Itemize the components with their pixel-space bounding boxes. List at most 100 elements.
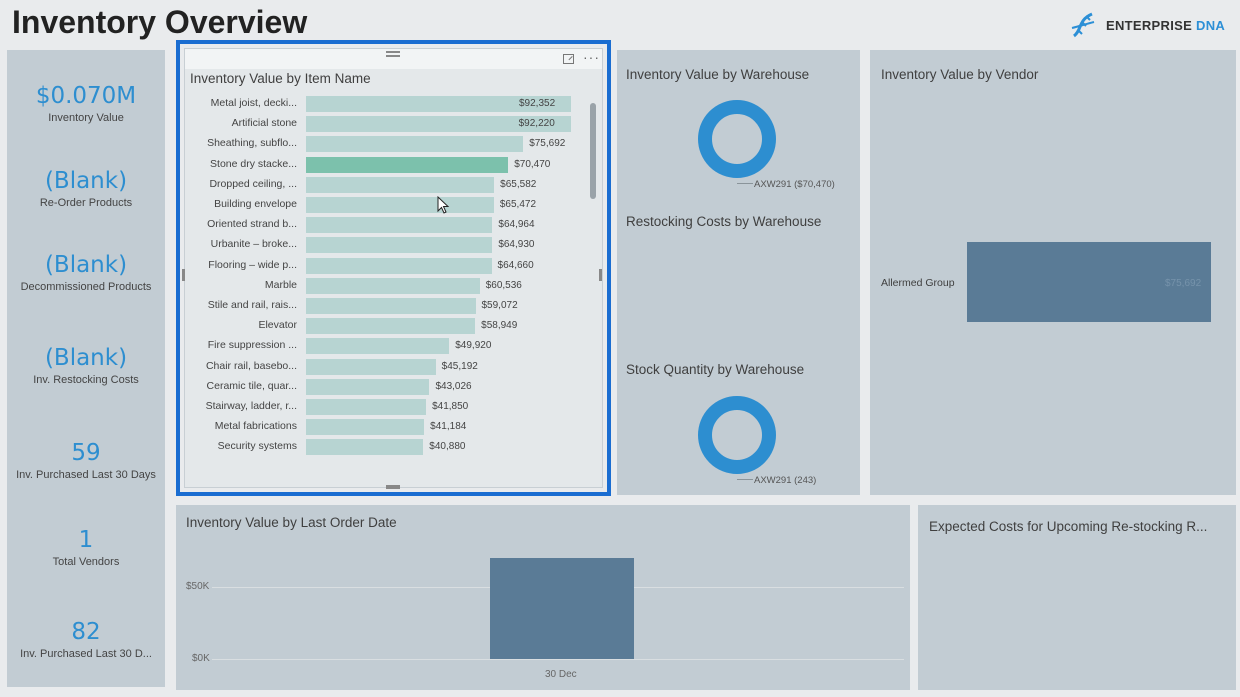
bar-category-label: Marble [264, 278, 297, 291]
x-tick-label: 30 Dec [545, 669, 577, 680]
bar-row[interactable]: Urbanite – broke... $64,930 [189, 236, 589, 254]
dna-helix-icon [1071, 12, 1095, 38]
bar[interactable] [306, 277, 480, 294]
bar-category-label: Elevator [258, 319, 297, 332]
more-options-icon[interactable]: ··· [583, 49, 600, 65]
page-title: Inventory Overview [12, 4, 308, 40]
bar-row[interactable]: Ceramic tile, quar... $43,026 [189, 378, 589, 396]
vendor-panel: Inventory Value by Vendor Allermed Group… [870, 50, 1236, 495]
vendor-bar[interactable] [967, 242, 1211, 322]
bar-row[interactable]: Chair rail, basebo... $45,192 [189, 358, 589, 376]
bar[interactable] [306, 439, 424, 456]
kpi-card-purchased-30-days[interactable]: 59 Inv. Purchased Last 30 Days [7, 440, 165, 481]
bar-row[interactable]: Metal joist, decki... $92,352 [189, 95, 589, 113]
bar-value-label: $64,930 [498, 239, 535, 251]
bar-category-label: Metal joist, decki... [210, 97, 297, 109]
bar-value-label: $65,582 [500, 178, 537, 190]
item-chart-visual[interactable]: ··· Inventory Value by Item Name Metal j… [182, 48, 603, 489]
bar-value-label: $45,192 [441, 360, 478, 372]
bar-category-label: Stile and rail, rais... [207, 299, 297, 311]
bar[interactable] [306, 176, 495, 193]
warehouse-value-legend: AXW291 ($70,470) [754, 179, 835, 190]
bar-row[interactable]: Sheathing, subflo... $75,692 [189, 135, 589, 153]
vendor-chart-title: Inventory Value by Vendor [881, 67, 1039, 82]
bar-row[interactable]: Artificial stone $92,220 [189, 115, 589, 133]
stock-quantity-donut[interactable] [696, 394, 778, 476]
bar-row[interactable]: Building envelope $65,472 [189, 196, 589, 214]
kpi-card-purchased-30-d[interactable]: 82 Inv. Purchased Last 30 D... [7, 619, 165, 660]
kpi-card-decommissioned-products[interactable]: (Blank) Decommissioned Products [7, 252, 165, 293]
bar[interactable] [306, 217, 493, 234]
bar-row[interactable]: Stairway, ladder, r... $41,850 [189, 398, 589, 416]
bar[interactable] [306, 338, 450, 355]
bar-category-label: Metal fabrications [214, 420, 297, 433]
warehouse-value-title: Inventory Value by Warehouse [626, 67, 810, 82]
bar[interactable] [306, 257, 492, 274]
bar-row[interactable]: Elevator $58,949 [189, 317, 589, 335]
kpi-card-restocking-costs[interactable]: (Blank) Inv. Restocking Costs [7, 345, 165, 386]
bar-value-label: $49,920 [455, 340, 492, 352]
bar[interactable] [306, 116, 571, 133]
bar-row[interactable]: Stone dry stacke... $70,470 [189, 156, 589, 174]
kpi-card-inventory-value[interactable]: $0.070M Inventory Value [7, 83, 165, 124]
bar-value-label: $43,026 [435, 380, 472, 392]
bar[interactable] [306, 358, 436, 375]
bar[interactable] [306, 399, 427, 415]
gridline [212, 659, 904, 660]
bar-value-label: $65,472 [499, 199, 537, 210]
bar[interactable] [306, 298, 476, 314]
bar-row[interactable]: Stile and rail, rais... $59,072 [189, 297, 589, 315]
bar-category-label: Urbanite – broke... [210, 238, 297, 251]
order-date-bar[interactable] [490, 557, 634, 659]
bar[interactable] [306, 318, 476, 335]
kpi-label: Re-Order Products [39, 197, 133, 209]
resize-handle-bottom[interactable] [386, 485, 400, 489]
resize-handle-left[interactable] [182, 269, 185, 281]
visual-header [185, 49, 602, 69]
kpi-card-reorder-products[interactable]: (Blank) Re-Order Products [7, 168, 165, 209]
y-tick-label: $50K [186, 581, 210, 592]
bar[interactable] [306, 378, 430, 395]
brand-logo: ENTERPRISE DNA [1068, 10, 1225, 40]
bar[interactable] [306, 156, 509, 173]
bar-category-label: Chair rail, basebo... [205, 359, 297, 372]
warehouse-value-donut[interactable] [696, 98, 778, 180]
order-date-panel: Inventory Value by Last Order Date $50K … [176, 505, 910, 690]
bar-row[interactable]: Flooring – wide p... $64,660 [189, 257, 589, 275]
brand-text: ENTERPRISE DNA [1106, 18, 1225, 33]
bar-category-label: Sheathing, subflo... [207, 137, 297, 150]
bar[interactable] [306, 96, 571, 112]
bar-row[interactable]: Marble $60,536 [189, 277, 589, 295]
bar-row[interactable]: Dropped ceiling, ... $65,582 [189, 176, 589, 194]
kpi-card-total-vendors[interactable]: 1 Total Vendors [7, 527, 165, 568]
mouse-cursor-icon [437, 196, 450, 214]
restock-title: Restocking Costs by Warehouse [626, 214, 822, 229]
bar[interactable] [306, 237, 493, 254]
stock-quantity-title: Stock Quantity by Warehouse [626, 362, 805, 377]
bar-category-label: Stone dry stacke... [210, 157, 297, 170]
bar-row[interactable]: Oriented strand b... $64,964 [189, 216, 589, 234]
kpi-value: 59 [71, 440, 101, 466]
bar[interactable] [306, 136, 524, 153]
order-date-title: Inventory Value by Last Order Date [186, 515, 397, 530]
bar[interactable] [306, 419, 425, 436]
donut-slice-axw291 [698, 100, 776, 178]
y-tick-label: $0K [192, 653, 210, 664]
bar-value-label: $60,536 [485, 279, 522, 291]
drag-handle-icon[interactable] [386, 51, 400, 59]
vertical-scrollbar[interactable] [590, 103, 596, 199]
item-chart-title: Inventory Value by Item Name [190, 71, 371, 86]
item-chart-focus-frame[interactable]: ··· Inventory Value by Item Name Metal j… [176, 40, 611, 496]
resize-handle-right[interactable] [599, 269, 602, 281]
warehouse-panel: Inventory Value by Warehouse AXW291 ($70… [617, 50, 860, 495]
bar-row[interactable]: Fire suppression ... $49,920 [189, 337, 589, 355]
bar-row[interactable]: Metal fabrications $41,184 [189, 418, 589, 436]
bar-value-label: $40,880 [429, 441, 466, 453]
bar-value-label: $92,352 [519, 98, 556, 109]
kpi-label: Inv. Purchased Last 30 D... [20, 648, 152, 660]
bar[interactable] [306, 197, 494, 213]
bar-category-label: Fire suppression ... [207, 339, 297, 352]
bar-row[interactable]: Security systems $40,880 [189, 438, 589, 456]
focus-mode-icon[interactable] [563, 54, 574, 64]
bar-category-label: Building envelope [214, 198, 297, 210]
